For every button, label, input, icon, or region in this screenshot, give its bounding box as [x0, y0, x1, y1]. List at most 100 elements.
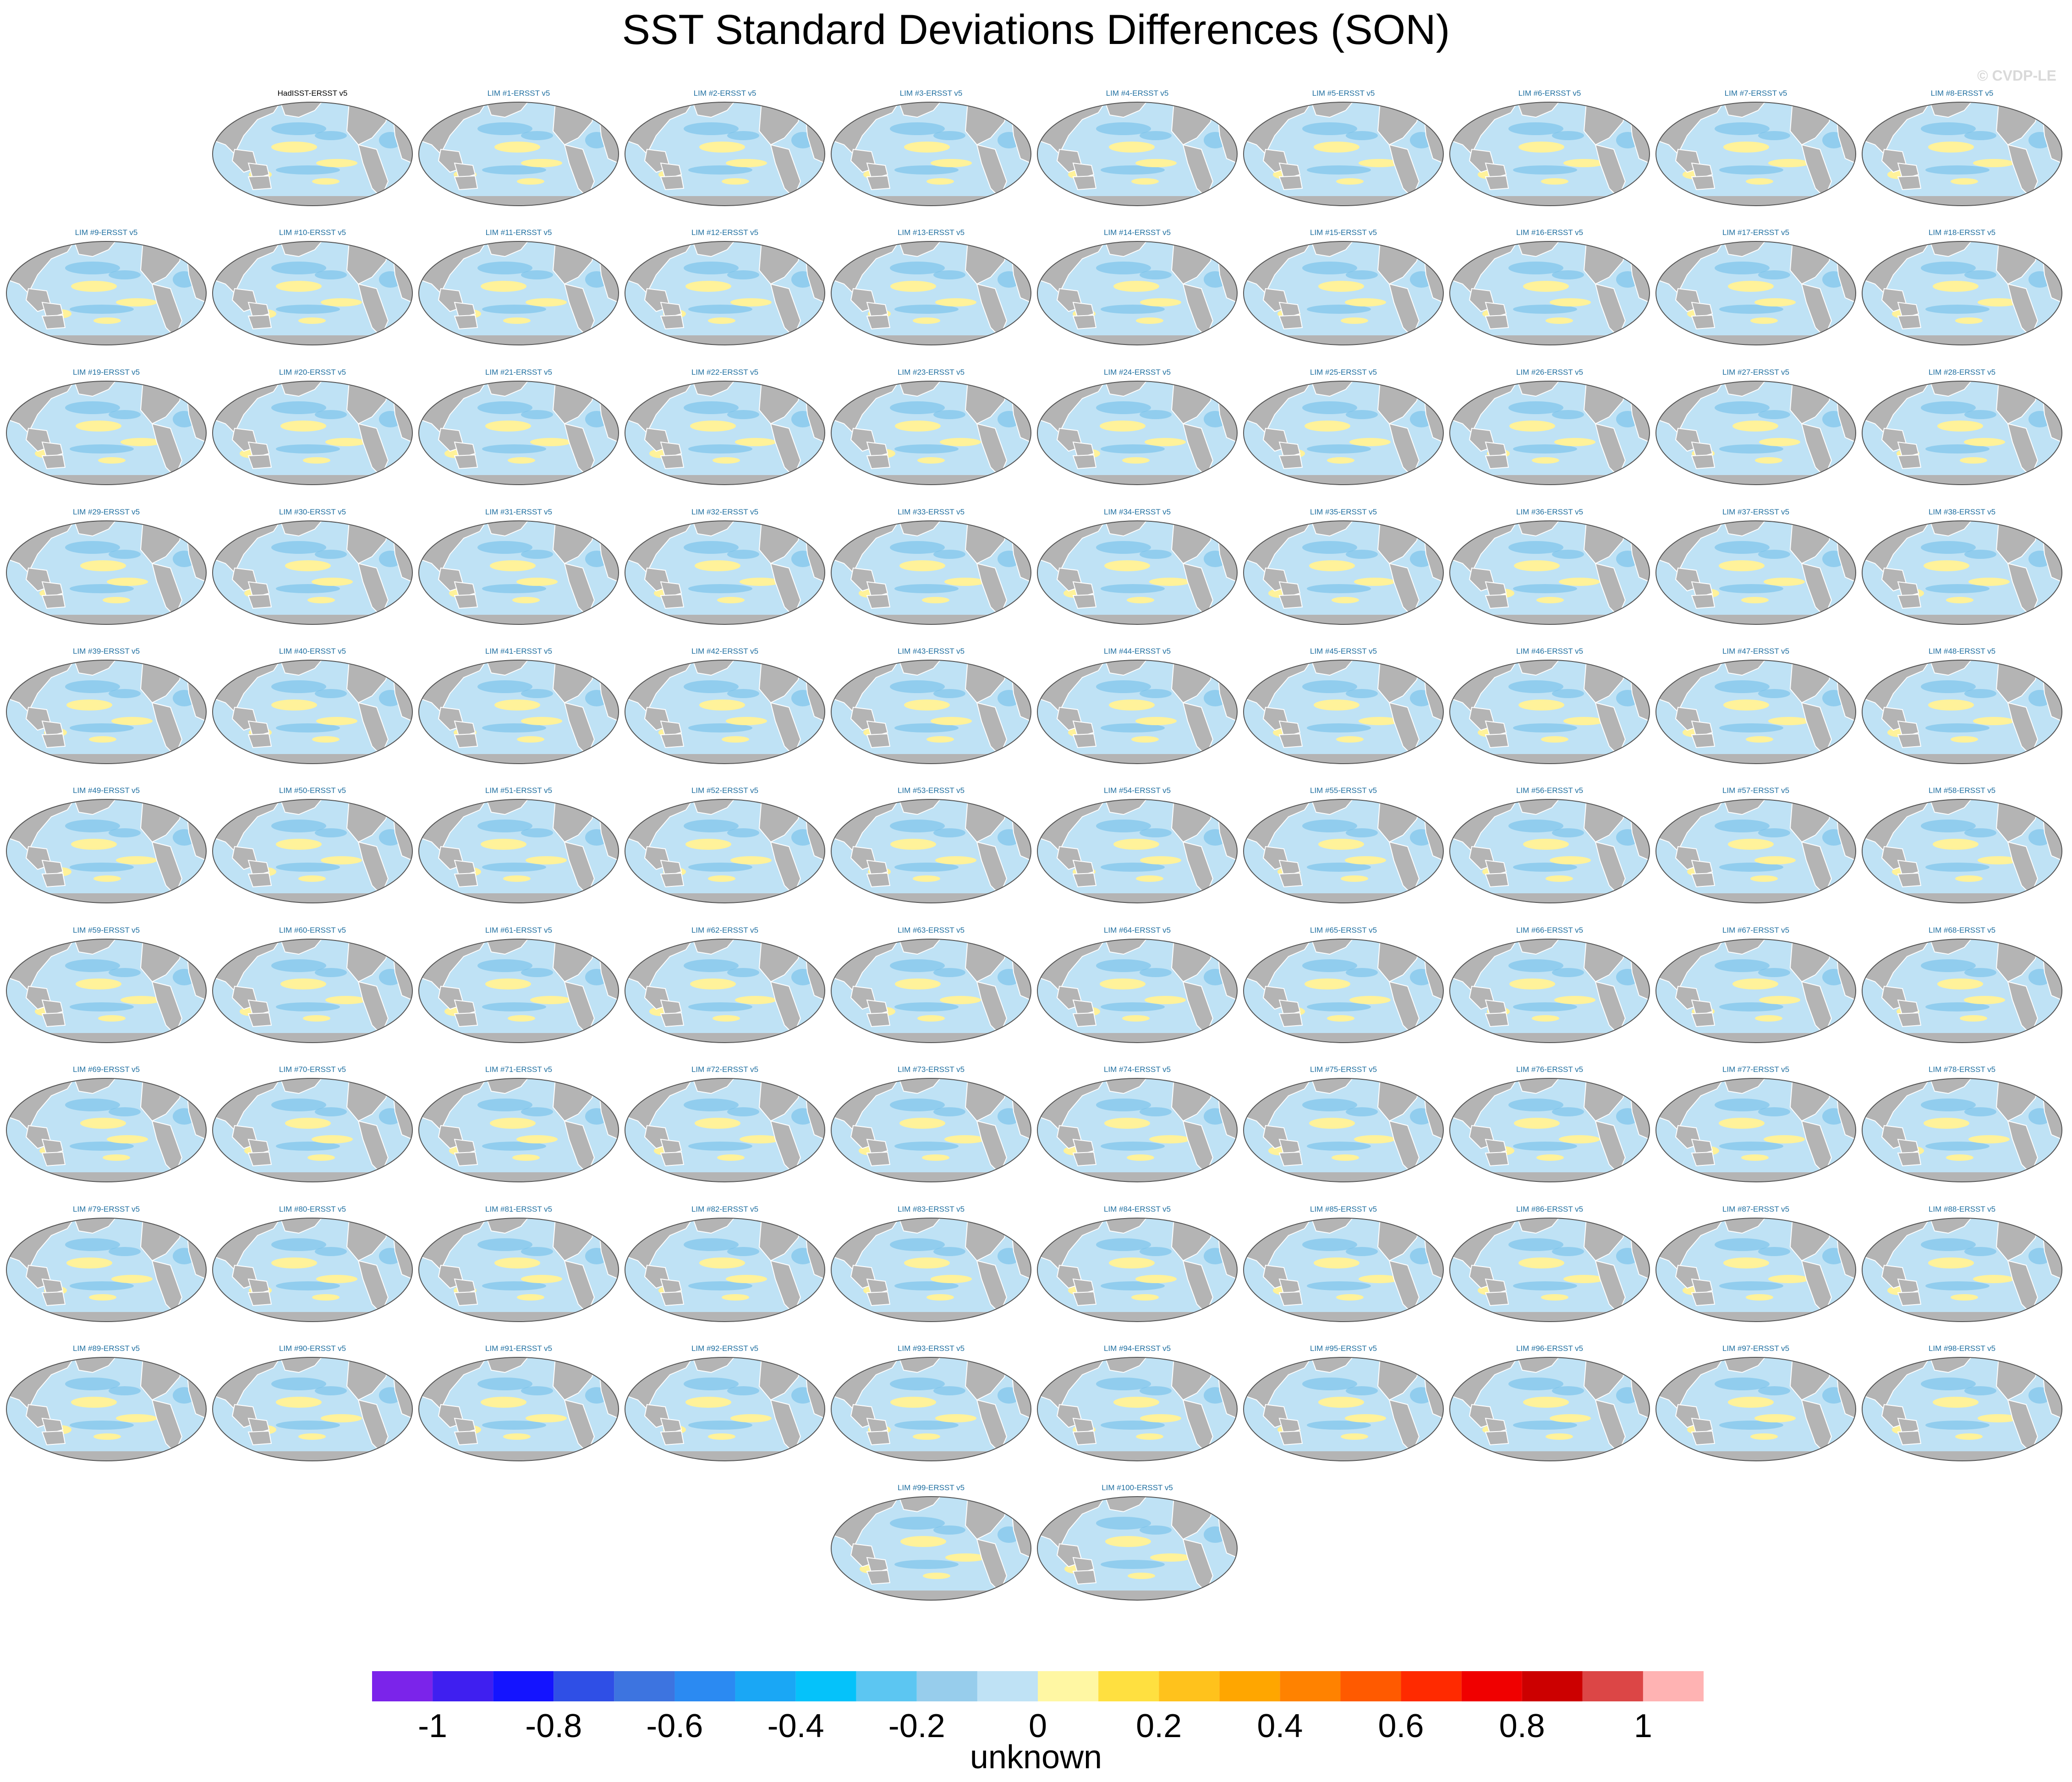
map-outline — [1243, 1357, 1444, 1461]
positive-anomaly-patch — [1127, 1154, 1154, 1161]
map-panel: LIM #26-ERSST v5 — [1449, 368, 1650, 485]
antarctica — [1656, 335, 1856, 345]
positive-anomaly-patch — [71, 1397, 117, 1408]
antarctica — [831, 1451, 1031, 1461]
land-mass — [1897, 733, 1922, 749]
negative-anomaly-patch — [1552, 968, 1584, 977]
positive-anomaly-patch — [1546, 317, 1573, 324]
antarctica — [213, 1172, 412, 1182]
negative-anomaly-patch — [890, 541, 945, 554]
panel-title: LIM #54-ERSST v5 — [1104, 786, 1171, 795]
map-panel: LIM #88-ERSST v5 — [1862, 1205, 2062, 1322]
land-mass — [866, 1569, 891, 1585]
negative-anomaly-patch — [1513, 444, 1577, 454]
positive-anomaly-patch — [1541, 178, 1568, 185]
negative-anomaly-patch — [1925, 1142, 1990, 1151]
land-mass — [247, 1430, 272, 1446]
land-mass — [247, 1151, 272, 1167]
land-mass — [1072, 162, 1095, 180]
land-mass — [1310, 1218, 1354, 1234]
map-outline — [1449, 1218, 1650, 1322]
antarctica — [1656, 754, 1856, 764]
negative-anomaly-patch — [1758, 1107, 1790, 1116]
map-outline — [1037, 1078, 1238, 1182]
antarctica — [6, 475, 206, 485]
land-mass — [1278, 301, 1301, 319]
positive-anomaly-patch — [1105, 1536, 1151, 1547]
map-panel: LIM #14-ERSST v5 — [1037, 228, 1238, 345]
map-panel: LIM #70-ERSST v5 — [212, 1065, 413, 1182]
panel-title: LIM #74-ERSST v5 — [1104, 1065, 1171, 1074]
positive-anomaly-patch — [913, 317, 940, 324]
antarctica — [6, 1033, 206, 1043]
negative-anomaly-patch — [477, 1377, 532, 1390]
antarctica — [625, 754, 825, 764]
panel-title: LIM #4-ERSST v5 — [1106, 89, 1169, 98]
antarctica — [1037, 1172, 1237, 1182]
negative-anomaly-patch — [933, 1386, 965, 1395]
positive-anomaly-patch — [1960, 1015, 1987, 1022]
map-field — [1037, 660, 1237, 764]
land-mass — [454, 314, 478, 330]
map-panel: LIM #33-ERSST v5 — [831, 508, 1031, 625]
negative-anomaly-patch — [271, 1099, 326, 1111]
land-mass — [1072, 1291, 1097, 1306]
land-mass — [41, 720, 64, 738]
map-panel: LIM #47-ERSST v5 — [1655, 647, 1856, 764]
positive-anomaly-patch — [690, 978, 736, 989]
map-field — [419, 1218, 619, 1322]
land-mass — [73, 1357, 117, 1373]
map-panel: LIM #98-ERSST v5 — [1862, 1344, 2062, 1461]
panel-title: LIM #85-ERSST v5 — [1310, 1205, 1377, 1214]
positive-anomaly-patch — [708, 317, 735, 324]
negative-anomaly-patch — [1715, 1099, 1770, 1111]
land-mass — [247, 594, 272, 609]
positive-anomaly-patch — [1754, 298, 1796, 306]
positive-anomaly-patch — [503, 1433, 531, 1440]
positive-anomaly-patch — [1546, 875, 1573, 882]
antarctica — [213, 1451, 412, 1461]
positive-anomaly-patch — [1764, 1135, 1805, 1143]
positive-anomaly-patch — [699, 142, 745, 153]
positive-anomaly-patch — [931, 159, 972, 167]
positive-anomaly-patch — [312, 1294, 340, 1301]
map-outline — [212, 939, 413, 1043]
positive-anomaly-patch — [271, 700, 317, 711]
land-mass — [454, 1012, 478, 1028]
map-outline — [1449, 660, 1650, 764]
positive-anomaly-patch — [298, 1433, 326, 1440]
negative-anomaly-patch — [1925, 165, 1990, 175]
positive-anomaly-patch — [926, 736, 954, 743]
positive-anomaly-patch — [735, 438, 776, 446]
positive-anomaly-patch — [1719, 560, 1765, 571]
map-field — [213, 1357, 412, 1461]
positive-anomaly-patch — [1318, 281, 1364, 292]
land-mass — [1929, 521, 1973, 537]
negative-anomaly-patch — [1719, 444, 1783, 454]
antarctica — [1450, 615, 1650, 624]
map-panel: LIM #83-ERSST v5 — [831, 1205, 1031, 1322]
negative-anomaly-patch — [688, 863, 752, 872]
negative-anomaly-patch — [1307, 1002, 1371, 1011]
negative-anomaly-patch — [1719, 584, 1783, 593]
positive-anomaly-patch — [926, 178, 954, 185]
land-mass — [247, 581, 270, 599]
land-mass — [866, 1430, 891, 1446]
negative-anomaly-patch — [890, 959, 945, 972]
colorbar-swatch — [1401, 1671, 1462, 1701]
antarctica — [6, 335, 206, 345]
map-field — [213, 1078, 412, 1182]
negative-anomaly-patch — [315, 410, 347, 419]
negative-anomaly-patch — [688, 1142, 752, 1151]
positive-anomaly-patch — [1978, 1414, 2019, 1422]
land-mass — [1485, 581, 1507, 599]
map-field — [1450, 102, 1650, 206]
land-mass — [1691, 594, 1716, 609]
map-field — [213, 799, 412, 903]
antarctica — [1037, 1312, 1237, 1322]
panel-title: LIM #23-ERSST v5 — [898, 368, 965, 377]
panel-title: LIM #49-ERSST v5 — [73, 786, 140, 795]
negative-anomaly-patch — [271, 680, 326, 693]
negative-anomaly-patch — [1513, 584, 1577, 593]
antarctica — [213, 615, 412, 624]
